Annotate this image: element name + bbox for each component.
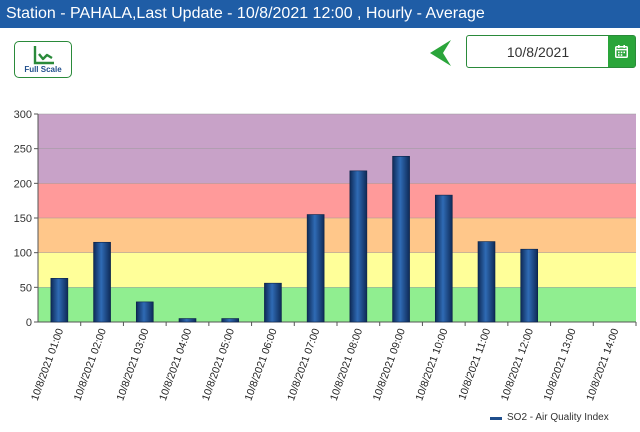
aqi-band-1 xyxy=(38,252,636,288)
y-tick-label-3: 150 xyxy=(14,213,32,225)
bar-7 xyxy=(349,170,368,323)
bar-3 xyxy=(178,318,197,323)
y-tick-label-1: 50 xyxy=(20,282,32,294)
bar-10 xyxy=(477,241,496,323)
x-tick-label-7: 10/8/2021 08:00 xyxy=(328,327,365,403)
bar-9 xyxy=(434,194,453,323)
bar-2 xyxy=(135,301,154,323)
previous-date-button[interactable] xyxy=(430,40,452,66)
bar-8 xyxy=(392,155,410,323)
aqi-band-3 xyxy=(38,183,636,218)
bar-0 xyxy=(50,278,69,323)
y-tick-label-6: 300 xyxy=(14,109,32,121)
y-tick-label-0: 0 xyxy=(26,317,32,329)
y-tick-label-2: 100 xyxy=(14,248,32,260)
bar-5 xyxy=(264,282,282,323)
line-chart-icon xyxy=(33,46,54,65)
legend-swatch xyxy=(490,417,502,420)
x-tick-label-6: 10/8/2021 07:00 xyxy=(285,327,322,403)
date-input[interactable] xyxy=(467,36,609,67)
x-tick-label-11: 10/8/2021 12:00 xyxy=(499,327,536,403)
x-tick-label-1: 10/8/2021 02:00 xyxy=(72,327,109,403)
x-tick-label-5: 10/8/2021 06:00 xyxy=(243,327,280,403)
full-scale-label: Full Scale xyxy=(24,65,62,74)
bar-6 xyxy=(306,214,325,323)
bar-11 xyxy=(520,248,539,323)
calendar-icon xyxy=(615,45,628,58)
full-scale-button[interactable]: Full Scale xyxy=(14,41,72,78)
y-tick-label-4: 200 xyxy=(14,178,32,190)
calendar-button[interactable] xyxy=(608,36,635,67)
x-tick-label-2: 10/8/2021 03:00 xyxy=(114,327,151,403)
arrow-left-icon xyxy=(430,40,451,66)
x-tick-label-12: 10/8/2021 13:00 xyxy=(542,327,579,403)
x-tick-label-3: 10/8/2021 04:00 xyxy=(157,327,194,403)
legend-label: SO2 - Air Quality Index xyxy=(507,412,609,423)
bar-1 xyxy=(93,241,111,323)
y-tick-label-5: 250 xyxy=(14,144,32,156)
page-title: Station - PAHALA,Last Update - 10/8/2021… xyxy=(0,0,640,28)
bar-4 xyxy=(221,318,240,323)
x-tick-label-10: 10/8/2021 11:00 xyxy=(456,327,493,402)
date-picker xyxy=(466,35,636,68)
x-tick-label-0: 10/8/2021 01:00 xyxy=(29,327,66,403)
x-tick-label-9: 10/8/2021 10:00 xyxy=(413,327,450,403)
aqi-band-2 xyxy=(38,218,636,253)
x-tick-label-13: 10/8/2021 14:00 xyxy=(584,327,621,403)
aqi-band-0 xyxy=(38,287,636,322)
x-tick-label-8: 10/8/2021 09:00 xyxy=(371,327,408,403)
x-tick-label-4: 10/8/2021 05:00 xyxy=(200,327,237,403)
